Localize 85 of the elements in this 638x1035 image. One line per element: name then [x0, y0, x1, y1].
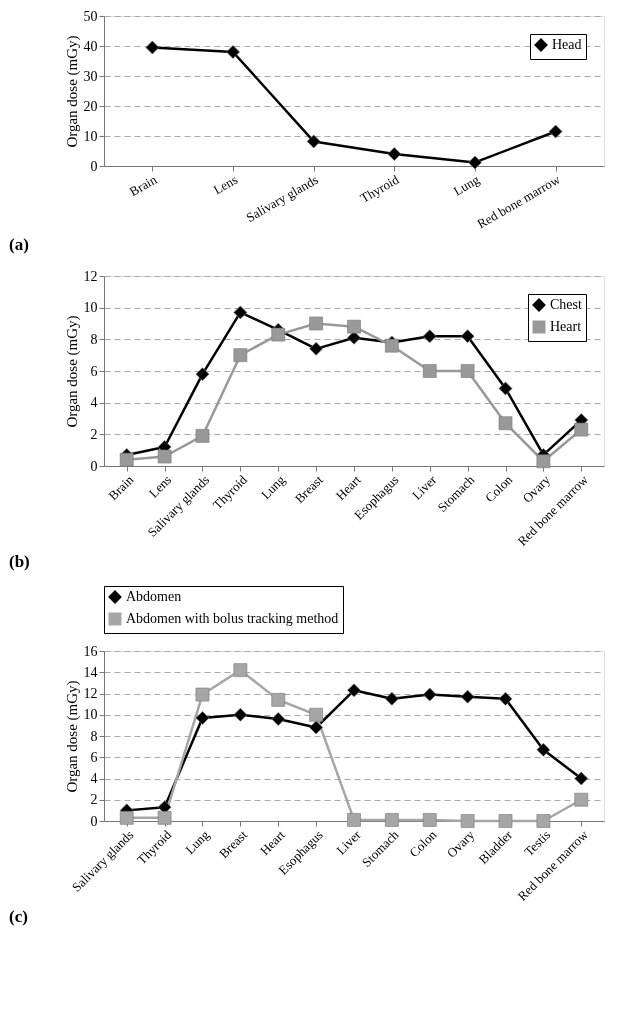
point	[195, 429, 210, 443]
point	[385, 813, 399, 827]
point	[385, 691, 399, 706]
y-tick-label: 10	[83, 128, 98, 144]
point	[347, 319, 361, 334]
point	[309, 720, 323, 735]
point	[309, 707, 323, 722]
y-tick-label: 8	[90, 728, 98, 744]
y-axis-title: Organ dose (mGy)	[63, 315, 81, 428]
point	[271, 712, 286, 726]
y-tick-label: 0	[90, 158, 98, 174]
point	[119, 452, 134, 467]
point	[498, 416, 513, 431]
x-tick-label: Lens	[210, 171, 241, 198]
point	[157, 810, 172, 825]
text: (b)	[9, 552, 30, 572]
point	[347, 813, 361, 827]
y-axis-title: Organ dose (mGy)	[63, 35, 81, 148]
point	[460, 329, 475, 343]
y-tick-label: 2	[90, 792, 98, 808]
y-tick-label: 6	[90, 363, 98, 379]
point	[309, 316, 323, 331]
point	[309, 342, 323, 356]
y-tick-label: 10	[83, 707, 98, 723]
legend-label: Abdomen	[126, 589, 182, 604]
point	[233, 305, 248, 320]
legend-label: Abdomen with bolus tracking method	[126, 611, 339, 626]
point	[460, 364, 475, 378]
y-tick-label: 12	[83, 686, 98, 701]
y-tick-label: 4	[90, 395, 98, 411]
point	[422, 687, 437, 702]
y-tick-label: 12	[83, 268, 98, 284]
point	[422, 329, 437, 343]
point	[387, 147, 402, 161]
point	[347, 683, 361, 698]
legend-label: Chest	[550, 297, 582, 312]
point	[460, 814, 475, 828]
y-axis-title: Organ dose (mGy)	[63, 680, 81, 793]
point	[157, 449, 172, 464]
text: (a)	[9, 234, 29, 254]
point	[548, 124, 563, 139]
point	[468, 155, 482, 170]
y-tick-label: 16	[83, 643, 98, 659]
y-tick-label: 8	[90, 331, 98, 347]
y-tick-label: 40	[83, 38, 98, 54]
point	[422, 364, 437, 378]
y-tick-label: 0	[90, 813, 98, 829]
y-tick-label: 14	[83, 664, 98, 680]
y-tick-label: 4	[90, 771, 98, 786]
point	[460, 689, 475, 704]
point	[574, 792, 589, 807]
point	[574, 422, 589, 437]
y-tick-label: 30	[83, 68, 98, 84]
point	[195, 367, 210, 381]
legend-label: Heart	[550, 319, 582, 334]
point	[498, 381, 513, 396]
legend-label: Head	[552, 37, 582, 52]
x-tick-label: Brain	[126, 171, 160, 200]
point	[119, 810, 134, 825]
y-tick-label: 50	[83, 8, 98, 24]
x-tick-label: Lung	[450, 171, 483, 199]
point	[498, 814, 513, 828]
y-tick-label: 6	[90, 749, 98, 765]
point	[195, 711, 210, 725]
x-tick-label: Lens	[145, 472, 175, 501]
point	[306, 134, 321, 149]
point	[498, 691, 513, 706]
point	[271, 327, 286, 342]
y-tick-label: 2	[90, 426, 98, 442]
point	[536, 742, 551, 757]
point	[233, 707, 248, 722]
y-tick-label: 20	[83, 98, 98, 114]
point	[233, 348, 248, 362]
point	[536, 454, 551, 469]
point	[422, 813, 437, 827]
y-tick-label: 10	[83, 300, 98, 316]
point	[233, 663, 248, 677]
point	[271, 693, 286, 707]
point	[145, 40, 160, 55]
point	[226, 45, 240, 59]
text: (c)	[9, 907, 28, 927]
point	[195, 687, 210, 702]
point	[536, 814, 551, 828]
y-tick-label: 0	[90, 458, 98, 474]
point	[574, 771, 589, 786]
